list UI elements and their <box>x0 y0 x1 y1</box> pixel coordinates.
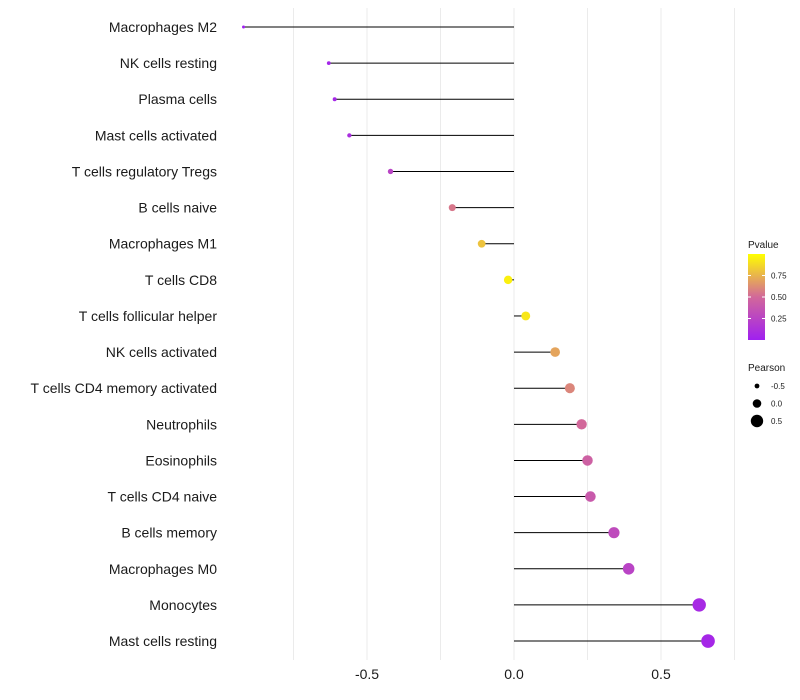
category-labels: Macrophages M2 NK cells resting Plasma cel… <box>31 19 218 649</box>
pearson-legend-key <box>752 399 762 408</box>
lollipop-point <box>608 527 620 539</box>
pearson-legend-title: Pearson <box>748 363 785 374</box>
lollipop-point <box>701 634 715 648</box>
category-label: Macrophages M1 <box>109 236 217 252</box>
category-label: Macrophages M0 <box>109 561 217 577</box>
pearson-legend: Pearson -0.5 0.0 0.5 <box>748 363 785 428</box>
pvalue-legend-label: 0.50 <box>771 293 787 302</box>
lollipop-point <box>477 239 486 248</box>
x-tick-label: 0.0 <box>504 666 524 682</box>
lollipop-point <box>242 25 246 29</box>
pearson-legend-label: -0.5 <box>771 382 785 391</box>
x-axis-tick-labels: -0.5 0.0 0.5 <box>355 666 671 682</box>
pvalue-legend-title: Pvalue <box>748 240 779 251</box>
pvalue-legend: Pvalue 0.25 0.50 0.75 <box>748 240 787 340</box>
lollipop-point <box>692 598 706 612</box>
category-label: Neutrophils <box>146 416 217 432</box>
lollipop-point <box>332 97 337 102</box>
pearson-legend-label: 0.0 <box>771 400 783 409</box>
category-label: Plasma cells <box>138 91 217 107</box>
category-label: Mast cells resting <box>109 633 217 649</box>
lollipop-point <box>448 204 456 212</box>
category-label: NK cells activated <box>106 344 217 360</box>
category-label: T cells follicular helper <box>79 308 218 324</box>
lollipop-point <box>622 563 635 575</box>
lollipop-point <box>503 275 513 285</box>
category-label: Eosinophils <box>145 452 217 468</box>
pearson-legend-key <box>750 414 764 428</box>
category-label: T cells CD4 naive <box>108 489 218 505</box>
lollipop-point <box>585 491 596 502</box>
category-label: NK cells resting <box>120 55 217 71</box>
category-label: Monocytes <box>149 597 217 613</box>
lollipop-point <box>576 419 587 430</box>
lollipop-points <box>242 25 715 648</box>
category-label: T cells CD4 memory activated <box>31 380 217 396</box>
category-label: T cells regulatory Tregs <box>72 163 217 179</box>
lollipop-point <box>582 455 593 466</box>
x-tick-label: -0.5 <box>355 666 379 682</box>
lollipop-point <box>564 383 575 394</box>
category-label: Macrophages M2 <box>109 19 217 35</box>
pvalue-legend-label: 0.25 <box>771 315 787 324</box>
lollipop-point <box>550 347 560 357</box>
lollipop-point <box>387 168 394 175</box>
x-tick-label: 0.5 <box>651 666 671 682</box>
grid-lines <box>293 8 735 660</box>
lollipop-point <box>347 133 352 138</box>
pvalue-legend-label: 0.75 <box>771 272 787 281</box>
category-label: B cells memory <box>121 525 217 541</box>
category-label: Mast cells activated <box>95 127 217 143</box>
lollipop-point <box>521 311 531 321</box>
lollipop-stems <box>243 26 709 642</box>
category-label: B cells naive <box>138 200 217 216</box>
pvalue-colorbar <box>748 254 765 340</box>
pearson-legend-key <box>754 383 760 389</box>
pearson-legend-label: 0.5 <box>771 417 783 426</box>
category-label: T cells CD8 <box>145 272 217 288</box>
lollipop-point <box>326 61 331 66</box>
